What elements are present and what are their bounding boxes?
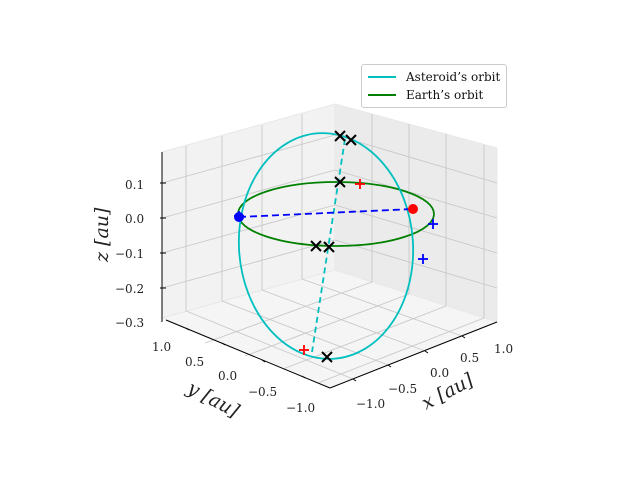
legend-label-earth: Earth’s orbit xyxy=(406,88,484,102)
svg-text:0.0: 0.0 xyxy=(430,366,449,380)
legend-swatch-asteroid xyxy=(368,76,396,78)
svg-text:−0.5: −0.5 xyxy=(388,382,417,396)
svg-text:−0.2: −0.2 xyxy=(115,282,144,296)
x-tick-labels: −1.0 −0.5 0.0 0.5 1.0 xyxy=(356,342,513,411)
asteroid-orbit xyxy=(237,132,415,360)
line-of-nodes xyxy=(311,138,346,353)
svg-text:−1.0: −1.0 xyxy=(286,401,315,415)
y-axis-label: y [au] xyxy=(183,377,243,423)
svg-text:−0.3: −0.3 xyxy=(115,316,144,330)
legend: Asteroid’s orbit Earth’s orbit xyxy=(361,64,507,108)
legend-swatch-earth xyxy=(368,94,396,96)
svg-text:0.5: 0.5 xyxy=(460,351,479,365)
svg-text:1.0: 1.0 xyxy=(494,342,513,356)
grid-lines xyxy=(161,114,498,384)
svg-text:−0.5: −0.5 xyxy=(248,385,277,399)
svg-text:0.0: 0.0 xyxy=(125,212,144,226)
red-dot-marker xyxy=(408,204,418,214)
svg-text:−1.0: −1.0 xyxy=(356,397,385,411)
legend-item-asteroid: Asteroid’s orbit xyxy=(368,69,500,85)
plus-markers xyxy=(234,179,438,355)
z-tick-labels: 0.1 0.0 −0.1 −0.2 −0.3 xyxy=(115,178,144,330)
y-tick-labels: 1.0 0.5 0.0 −0.5 −1.0 xyxy=(152,340,315,415)
svg-text:−0.1: −0.1 xyxy=(115,247,144,261)
legend-item-earth: Earth’s orbit xyxy=(368,87,483,103)
svg-text:0.5: 0.5 xyxy=(185,355,204,369)
svg-text:1.0: 1.0 xyxy=(152,340,171,354)
svg-text:0.0: 0.0 xyxy=(218,369,237,383)
z-axis-label: z [au] xyxy=(91,207,113,263)
back-panes xyxy=(160,103,499,389)
earth-sun-line xyxy=(238,208,414,218)
legend-label-asteroid: Asteroid’s orbit xyxy=(406,70,501,84)
svg-text:0.1: 0.1 xyxy=(125,178,144,192)
axis-lines xyxy=(160,152,498,389)
x-markers xyxy=(310,130,357,363)
